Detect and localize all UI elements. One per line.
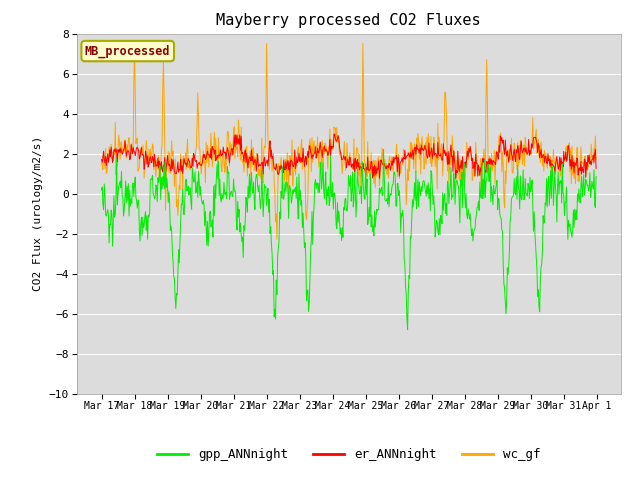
Legend: gpp_ANNnight, er_ANNnight, wc_gf: gpp_ANNnight, er_ANNnight, wc_gf — [152, 443, 546, 466]
Text: MB_processed: MB_processed — [85, 44, 170, 58]
Y-axis label: CO2 Flux (urology/m2/s): CO2 Flux (urology/m2/s) — [33, 136, 44, 291]
Title: Mayberry processed CO2 Fluxes: Mayberry processed CO2 Fluxes — [216, 13, 481, 28]
